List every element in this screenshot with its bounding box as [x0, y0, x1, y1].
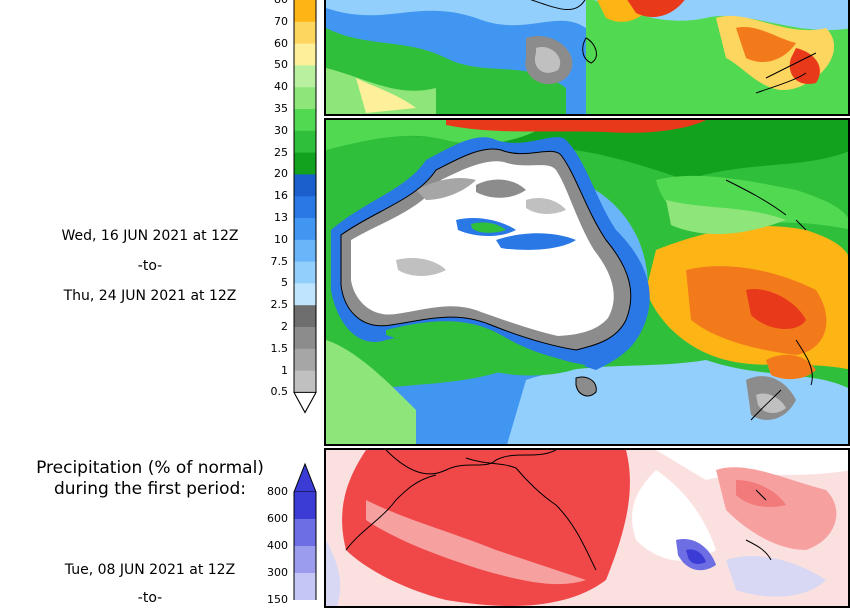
precip-color-segment	[294, 196, 316, 219]
precip-color-segment	[294, 43, 316, 66]
precip-tick-label: 30	[274, 123, 288, 137]
precip-tick-label: 1	[281, 363, 288, 377]
first-period-start-date: Tue, 08 JUN 2021 at 12Z	[64, 562, 236, 578]
precip-color-segment	[294, 348, 316, 372]
precip-tick-label: 0.5	[270, 385, 289, 399]
precip-color-segment	[294, 87, 316, 110]
period-separator: -to-	[137, 258, 163, 274]
precip-color-segment	[294, 261, 316, 284]
precip-color-segment	[294, 174, 316, 197]
percent-normal-map	[324, 448, 850, 608]
heading-line-2: during the first period:	[53, 479, 247, 499]
precip-color-segment	[294, 21, 316, 45]
precip-color-segment	[294, 0, 316, 23]
precip-color-segment	[294, 130, 316, 154]
precip-tick-label: 80	[248, 0, 288, 6]
first-period-separator: -to-	[137, 590, 163, 606]
precip-tick-label: 60	[274, 36, 288, 50]
precip-color-segment	[294, 370, 316, 393]
precip-color-segment	[294, 218, 316, 241]
period-end-date: Thu, 24 JUN 2021 at 12Z	[63, 288, 237, 304]
period-start-date: Wed, 16 JUN 2021 at 12Z	[61, 228, 239, 244]
pct-color-segment	[294, 573, 316, 600]
precip-tick-label: 50	[274, 58, 288, 72]
precip-color-segment	[294, 327, 316, 350]
pct-color-segment	[294, 492, 316, 520]
precip-tick-label: 1.5	[270, 341, 289, 355]
precip-tick-label: 7.5	[270, 254, 289, 268]
precip-map-week1	[324, 0, 850, 116]
precip-tick-label: 35	[274, 102, 288, 115]
precip-colorbar-end-triangle	[293, 391, 317, 414]
precip-color-segment	[294, 305, 316, 328]
precip-tick-label: 5	[281, 276, 288, 290]
precip-tick-label: 13	[274, 211, 288, 224]
pct-color-segment	[294, 546, 316, 574]
pct-tick-label: 800	[267, 485, 288, 498]
pct-color-segment	[294, 519, 316, 547]
pct-tick-label: 600	[267, 512, 288, 525]
precip-color-segment	[294, 239, 316, 263]
precip-tick-label: 70	[274, 14, 288, 28]
precip-tick-label: 2.5	[270, 298, 289, 312]
precip-tick-label: 40	[274, 80, 288, 94]
pct-colorbar-end-triangle	[293, 462, 317, 493]
precip-color-segment	[294, 152, 316, 175]
precip-tick-label: 2	[281, 320, 288, 333]
precip-map-week2	[324, 118, 850, 446]
pct-tick-label: 300	[267, 566, 288, 579]
precip-tick-label: 16	[274, 189, 288, 203]
precip-color-segment	[294, 109, 316, 132]
precip-color-segment	[294, 283, 316, 306]
precip-tick-label: 25	[274, 145, 288, 159]
precip-tick-label: 10	[274, 232, 288, 246]
heading-line-1: Precipitation (% of normal)	[36, 458, 264, 478]
precip-color-segment	[294, 65, 316, 88]
pct-tick-label: 400	[267, 539, 288, 552]
precip-tick-label: 20	[274, 167, 288, 181]
pct-colorbar-outline	[293, 492, 317, 600]
percent-normal-heading: Precipitation (% of normal) during the f…	[0, 458, 300, 500]
